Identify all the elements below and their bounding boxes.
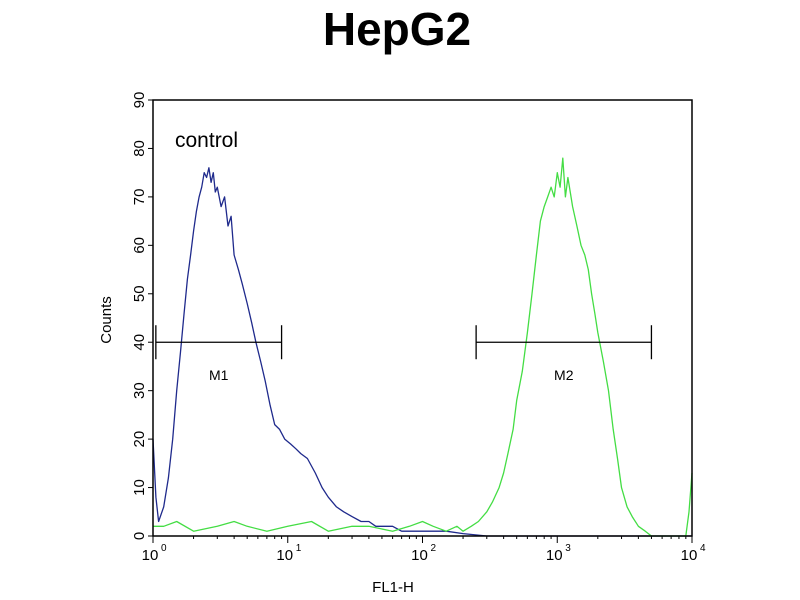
chart-title: HepG2 xyxy=(323,3,471,55)
control-annotation: control xyxy=(175,129,238,152)
x-axis-ticks: 10 0 10 1 10 2 10 3 10 4 xyxy=(142,536,706,564)
y-tick-label: 40 xyxy=(131,334,148,351)
marker-m1: M1 xyxy=(155,325,283,383)
y-tick-label: 0 xyxy=(131,532,148,540)
x-tick-exponent: 1 xyxy=(296,543,302,554)
series-layer xyxy=(152,157,693,537)
x-tick-label: 10 xyxy=(546,547,563,564)
histogram-series-1 xyxy=(152,167,692,537)
histogram-series-2 xyxy=(153,157,693,537)
x-tick-label: 10 xyxy=(681,547,698,564)
y-tick-label: 90 xyxy=(131,92,148,109)
y-tick-label: 30 xyxy=(131,382,148,399)
y-tick-label: 10 xyxy=(131,479,148,496)
y-tick-label: 70 xyxy=(131,189,148,206)
x-axis-label: FL1-H xyxy=(372,579,414,596)
marker-layer: M1 M2 xyxy=(155,325,653,383)
plot-frame xyxy=(152,99,693,537)
x-tick-label: 10 xyxy=(411,547,428,564)
y-tick-label: 20 xyxy=(131,431,148,448)
y-tick-label: 80 xyxy=(131,140,148,157)
marker-label: M1 xyxy=(209,367,229,383)
x-tick-label: 10 xyxy=(142,547,159,564)
y-tick-label: 50 xyxy=(131,285,148,302)
marker-m2: M2 xyxy=(475,325,653,383)
y-axis-label: Counts xyxy=(98,296,115,344)
marker-label: M2 xyxy=(554,367,574,383)
x-tick-exponent: 4 xyxy=(700,543,706,554)
y-tick-label: 60 xyxy=(131,237,148,254)
x-tick-exponent: 3 xyxy=(565,543,571,554)
x-tick-label: 10 xyxy=(276,547,293,564)
x-tick-exponent: 0 xyxy=(161,543,167,554)
y-axis-ticks: 0 10 20 30 40 50 60 70 80 90 xyxy=(131,92,153,540)
x-tick-exponent: 2 xyxy=(431,543,437,554)
